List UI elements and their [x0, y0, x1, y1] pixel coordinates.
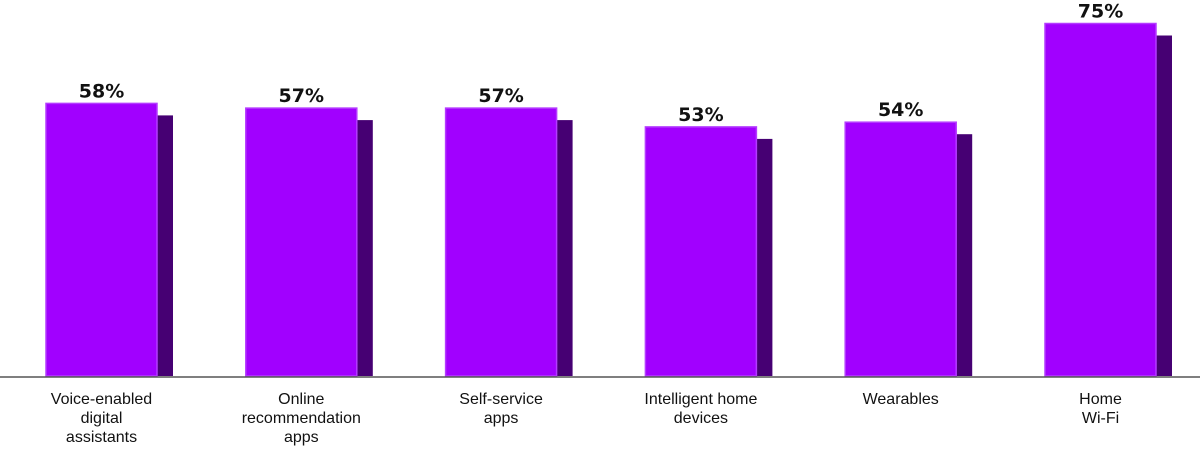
bar: [844, 121, 957, 377]
category-tick-label: digital: [81, 410, 123, 427]
bar: [1044, 22, 1157, 377]
bar-group: 58% Voice-enabled digital assistants: [45, 80, 173, 446]
bar: [45, 102, 158, 377]
bar-group: 75% Home Wi-Fi: [1044, 1, 1172, 427]
data-label: 54%: [878, 99, 923, 121]
bar-shadow: [156, 115, 173, 377]
bar-group: 57% Online recommendation apps: [242, 85, 373, 446]
bar-shadow: [555, 120, 573, 376]
data-label: 75%: [1078, 1, 1123, 23]
category-tick-label: Voice-enabled: [51, 391, 152, 408]
category-tick-label: assistants: [66, 429, 137, 446]
bar-shadow: [1155, 35, 1172, 376]
data-label: 57%: [478, 85, 523, 107]
category-tick-label: Self-service: [459, 391, 543, 408]
category-tick-label: apps: [284, 429, 319, 446]
bar-group: 54% Wearables: [844, 99, 973, 408]
data-label: 58%: [79, 80, 124, 102]
category-tick-label: recommendation: [242, 410, 361, 427]
bar-group: 53% Intelligent home devices: [644, 104, 773, 427]
category-tick-label: Wi-Fi: [1082, 410, 1119, 427]
bar: [644, 126, 758, 377]
data-label: 57%: [279, 85, 324, 107]
bar: [245, 107, 358, 377]
bar-shadow: [355, 120, 373, 376]
category-tick-label: devices: [674, 410, 728, 427]
category-tick-label: Intelligent home: [644, 391, 757, 408]
bar: [444, 107, 558, 377]
bar-group: 57% Self-service apps: [444, 85, 573, 427]
category-tick-label: Online: [278, 391, 324, 408]
data-label: 53%: [678, 104, 723, 126]
category-tick-label: Home: [1079, 391, 1122, 408]
bar-shadow: [955, 134, 973, 376]
category-tick-label: Wearables: [863, 391, 939, 408]
bar-shadow: [755, 138, 773, 376]
category-tick-label: apps: [484, 410, 519, 427]
